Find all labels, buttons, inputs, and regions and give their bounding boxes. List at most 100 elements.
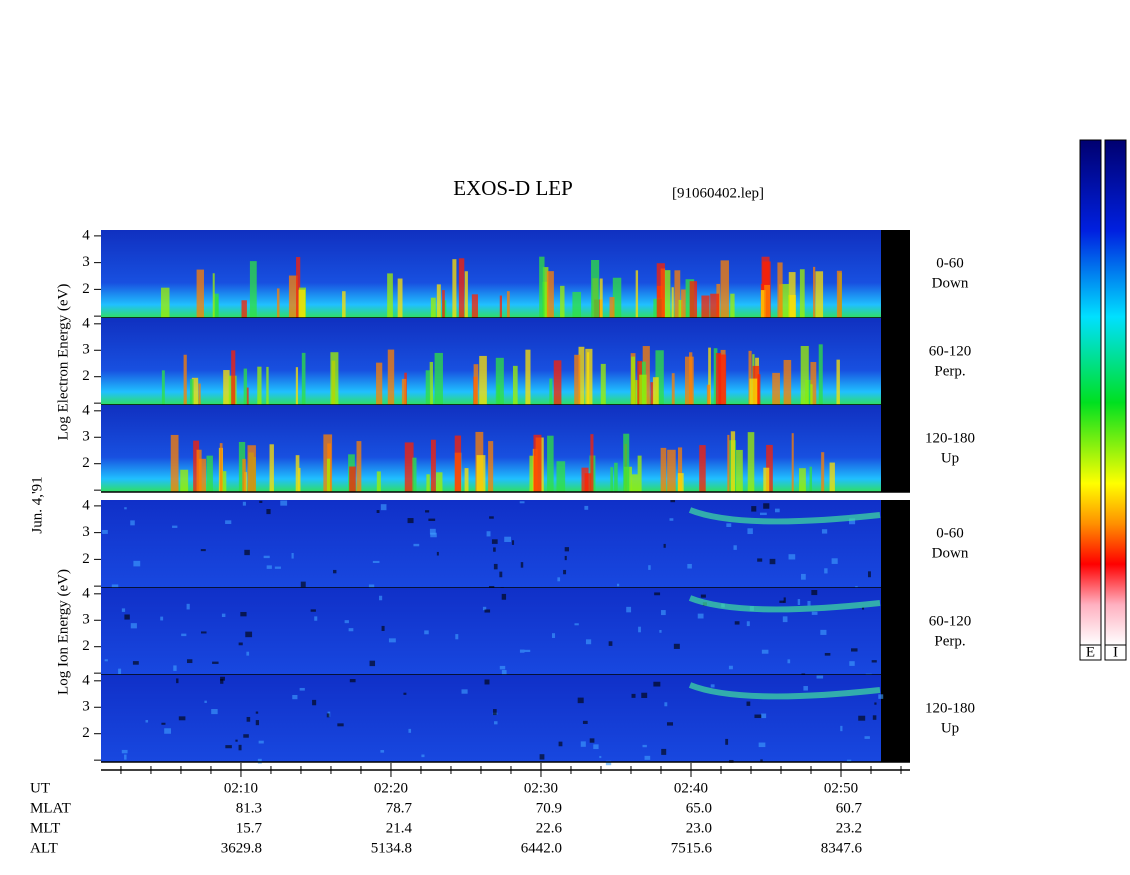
texture [667,449,676,492]
texture [829,462,835,492]
texture [539,754,545,760]
panel-direction: Up [941,450,959,466]
texture [574,623,579,626]
texture [121,608,126,612]
texture [266,366,269,405]
texture [730,293,735,318]
texture [546,271,554,318]
texture [452,259,457,318]
texture [539,256,545,318]
x-tick-label: 02:40 [674,780,708,796]
texture [173,665,177,671]
texture [245,631,253,638]
texture [288,275,298,318]
texture [788,272,796,318]
texture [300,581,306,588]
texture [301,352,306,405]
texture [810,362,817,405]
texture [164,728,171,734]
texture [206,455,213,492]
colorbar [1104,139,1127,646]
texture [160,616,164,621]
texture [401,378,407,405]
texture [464,468,469,492]
table-value: 23.2 [836,820,862,836]
texture [831,558,838,564]
texture [221,613,226,618]
texture [710,684,715,688]
texture [238,744,242,751]
texture [295,455,300,492]
texture [813,266,816,318]
texture [759,512,767,516]
texture [436,284,441,318]
texture [688,682,881,700]
texture [642,744,647,748]
texture [666,722,674,726]
texture [408,728,412,733]
texture [397,278,403,318]
texture [864,736,870,739]
texture [235,739,238,742]
texture [461,689,468,694]
texture [170,434,179,492]
texture [809,466,813,492]
texture [697,613,704,619]
texture [746,701,751,706]
texture [631,356,636,405]
table-value: 21.4 [386,820,413,836]
row-label: MLT [30,820,60,836]
texture [609,297,615,318]
texture [766,444,773,492]
texture [659,629,662,633]
y-tick-label: 4 [82,402,90,418]
texture [708,347,711,405]
texture [824,568,828,574]
texture [600,363,606,405]
texture [727,434,730,492]
texture [751,506,757,512]
colorbar-label: I [1113,644,1118,660]
texture [172,525,178,528]
panel-range: 0-60 [936,255,964,271]
texture [533,434,542,492]
texture [413,543,420,547]
panel-range: 0-60 [936,525,964,541]
texture [811,611,818,615]
texture [455,634,459,640]
texture [471,294,478,318]
texture [493,563,498,570]
texture [442,290,445,318]
texture [489,516,494,519]
texture [407,518,414,524]
texture [186,659,193,664]
texture [661,610,666,616]
table-value: 70.9 [536,800,562,816]
texture [211,709,218,715]
texture [299,687,305,691]
texture [779,600,785,603]
texture [200,549,206,552]
texture [626,606,632,613]
texture [255,711,259,714]
texture [124,507,127,510]
texture [580,741,586,747]
texture [246,651,250,656]
x-tick-label: 02:30 [524,780,558,796]
texture [861,607,865,610]
texture [520,562,524,568]
texture [728,665,733,670]
file-label: [91060402.lep] [672,185,764,201]
texture [577,697,584,704]
table-value: 23.0 [686,820,712,836]
panel-direction: Up [941,720,959,736]
y-tick-label: 2 [82,638,90,654]
texture [874,702,877,705]
texture [671,287,674,318]
texture [525,349,531,405]
table-value: 7515.6 [671,840,713,856]
texture [631,474,638,492]
y-tick-label: 4 [82,227,90,243]
texture [121,749,128,754]
texture [836,359,840,405]
